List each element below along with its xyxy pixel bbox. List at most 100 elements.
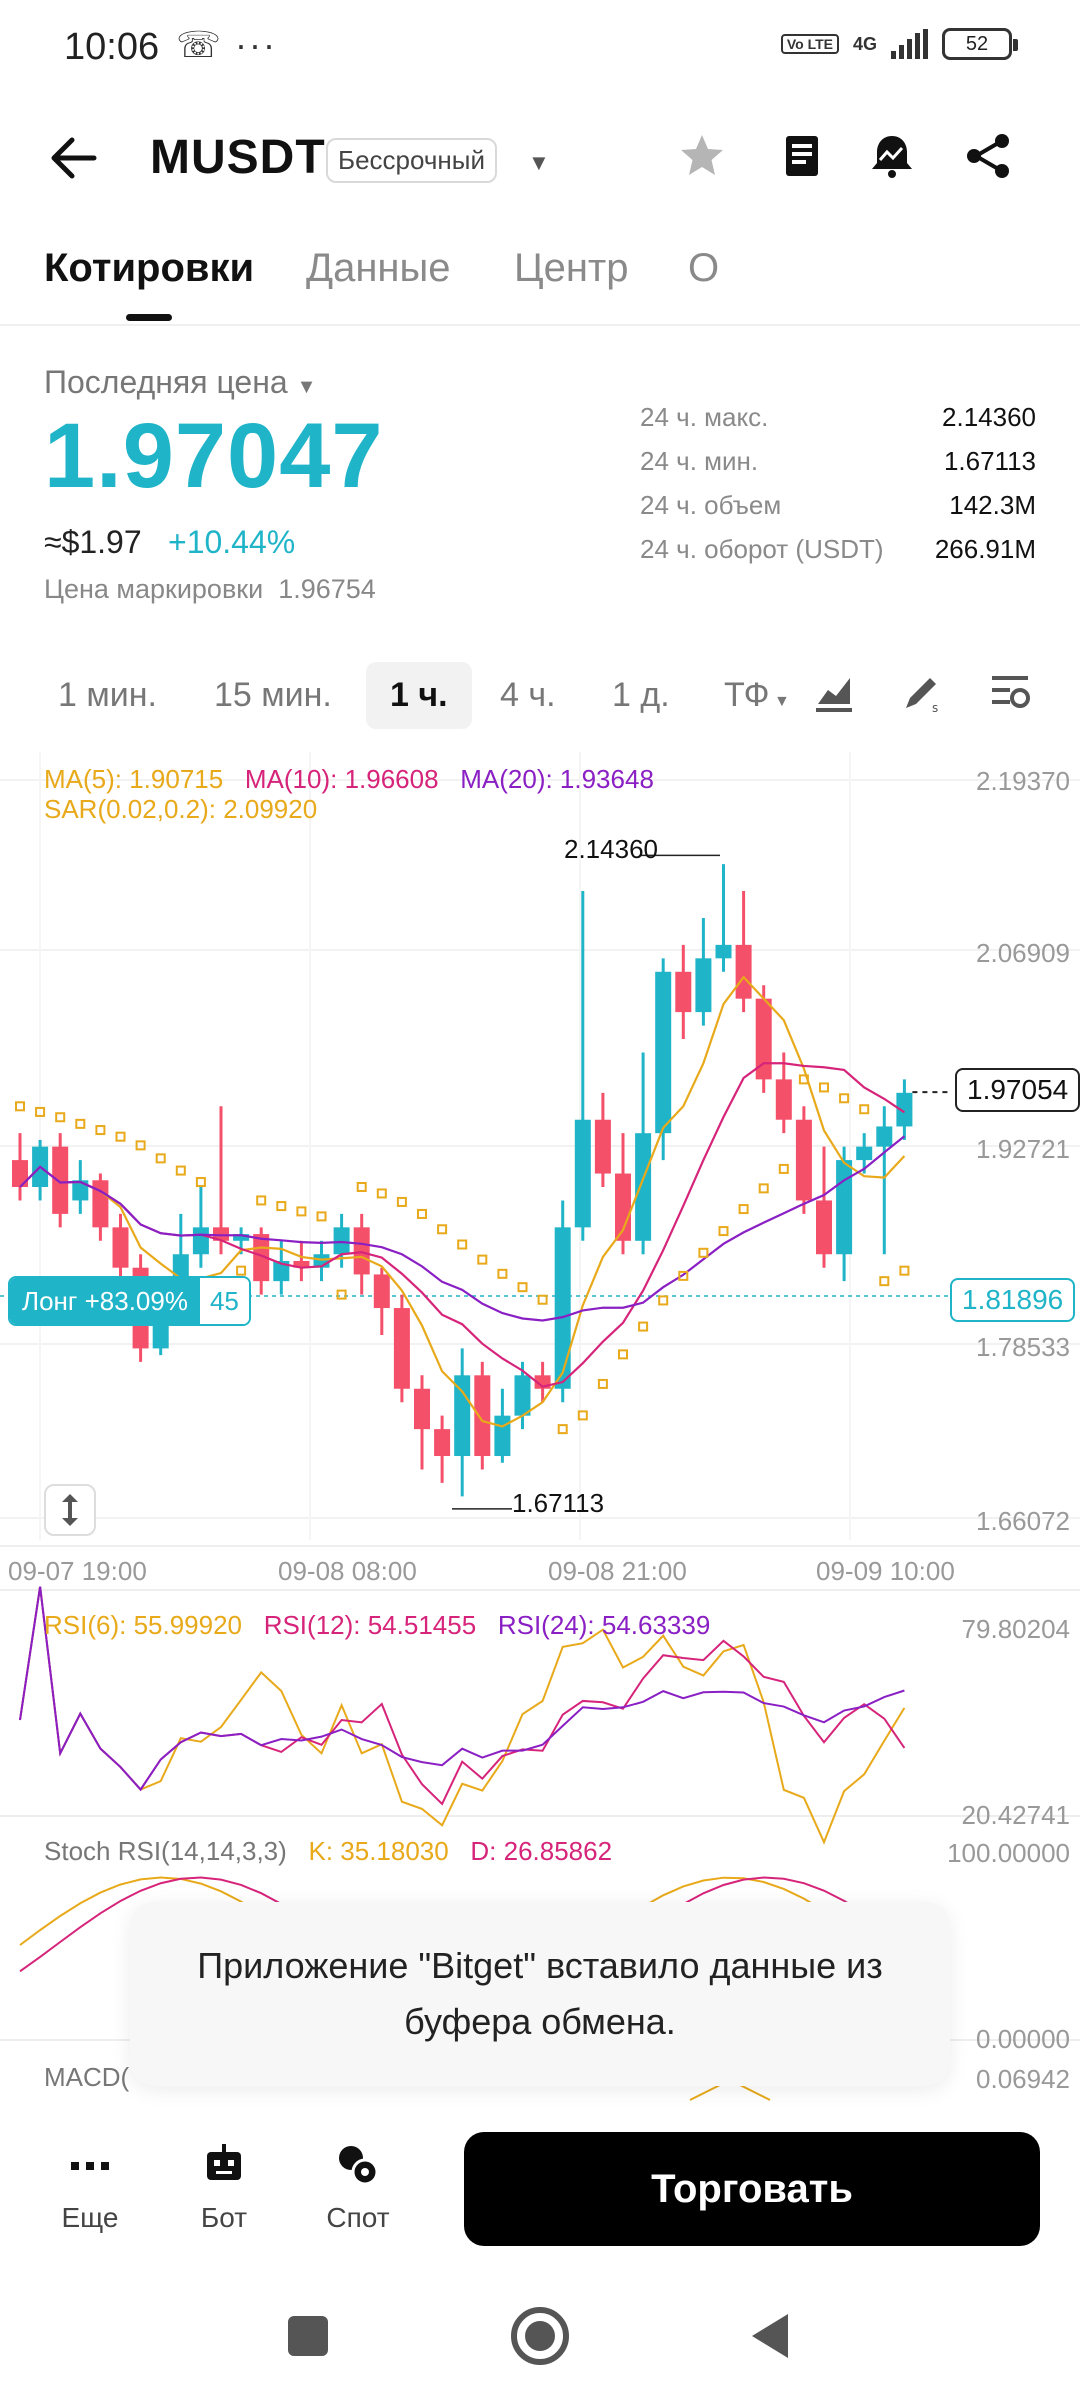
- svg-text:s: s: [932, 701, 938, 714]
- sar-dot: [35, 1106, 46, 1117]
- ma10-line: [19, 1062, 906, 1388]
- tab-data[interactable]: Данные: [306, 246, 451, 290]
- last-price-tag: 1.97054: [955, 1068, 1080, 1112]
- resize-chart-icon[interactable]: [44, 1484, 96, 1536]
- chevron-down-icon[interactable]: ▼: [528, 150, 550, 175]
- sar-dot: [15, 1101, 25, 1112]
- recent-apps-icon[interactable]: [276, 2304, 340, 2368]
- page-title: MUSDT: [150, 131, 326, 184]
- tab-about[interactable]: О: [688, 246, 720, 290]
- candle-body: [695, 958, 712, 1013]
- sar-dot: [537, 1294, 548, 1305]
- candle-body: [635, 1133, 652, 1241]
- tf-1m[interactable]: 1 мин.: [58, 676, 157, 714]
- sar-dot: [577, 1410, 588, 1421]
- sar-dot: [336, 1289, 347, 1300]
- chart-type-icon[interactable]: [812, 670, 856, 714]
- position-qty: 45: [199, 1278, 249, 1324]
- stoch-title: Stoch RSI(14,14,3,3): [44, 1836, 287, 1866]
- candle-body: [876, 1126, 893, 1147]
- sar-dot: [356, 1181, 367, 1192]
- tf-4h[interactable]: 4 ч.: [500, 676, 556, 714]
- battery-icon: 52: [942, 28, 1018, 60]
- sar-dot: [517, 1282, 528, 1293]
- candle-body: [434, 1429, 451, 1457]
- y-tick-label: 2.06909: [976, 938, 1070, 968]
- back-nav-icon[interactable]: [740, 2304, 804, 2368]
- candle-body: [675, 971, 692, 1013]
- tf-15m[interactable]: 15 мин.: [214, 676, 332, 714]
- share-icon[interactable]: [962, 130, 1014, 182]
- sar-dot: [497, 1268, 508, 1279]
- candle-body: [755, 998, 772, 1080]
- last-price-label[interactable]: Последняя цена ▼: [44, 364, 317, 400]
- rsi-tick-label: 20.42741: [961, 1800, 1070, 1830]
- sar-dot: [437, 1224, 448, 1235]
- signal-icon: [891, 29, 928, 59]
- sar-dot: [135, 1140, 146, 1151]
- candle-body: [655, 971, 672, 1134]
- divider: [0, 324, 1080, 326]
- last-price-value: 1.97047: [44, 405, 384, 507]
- candle-body: [735, 944, 752, 999]
- tf-1d[interactable]: 1 д.: [612, 676, 670, 714]
- rsi6-line: [19, 1586, 906, 1845]
- sar-dot: [115, 1131, 126, 1142]
- tf-more[interactable]: ТФ ▼: [724, 676, 790, 714]
- usd-price: ≈$1.97: [44, 524, 142, 560]
- back-arrow-icon[interactable]: [44, 128, 104, 188]
- bot-label: Бот: [200, 2202, 248, 2233]
- sar-dot: [819, 1082, 829, 1093]
- drawing-tool-icon[interactable]: s: [900, 670, 944, 714]
- candle-body: [474, 1375, 491, 1457]
- clipboard-toast: Приложение "Bitget" вставило данные из б…: [130, 1902, 950, 2086]
- sar-dot: [417, 1208, 427, 1219]
- rsi-legend: RSI(6): 55.99920 RSI(12): 54.51455 RSI(2…: [44, 1610, 710, 1641]
- candle-body: [333, 1227, 350, 1255]
- rsi24-line: [19, 1586, 905, 1792]
- sar-dot: [557, 1424, 568, 1435]
- rsi-tick-label: 79.80204: [961, 1614, 1070, 1644]
- candle-body: [52, 1146, 69, 1214]
- indicator-settings-icon[interactable]: [988, 670, 1032, 714]
- sar-dot: [95, 1125, 106, 1136]
- candle-body: [353, 1227, 370, 1275]
- candle-body: [253, 1234, 270, 1282]
- tab-center[interactable]: Центр: [514, 246, 629, 290]
- contract-type-badge[interactable]: Бессрочный: [326, 138, 497, 183]
- sar-dot: [477, 1254, 488, 1265]
- sar-dot: [798, 1074, 809, 1085]
- rsi12-legend: RSI(12): 54.51455: [263, 1610, 477, 1640]
- stat-low: 24 ч. мин. 1.67113: [640, 446, 1036, 476]
- candle-body: [775, 1079, 792, 1120]
- bot-button[interactable]: Бот: [174, 2140, 274, 2234]
- more-label: Еще: [61, 2202, 119, 2233]
- sar-dot: [879, 1276, 890, 1287]
- candle-body: [213, 1227, 229, 1241]
- more-button[interactable]: Еще: [40, 2140, 140, 2234]
- candle-body: [393, 1308, 410, 1389]
- candle-body: [12, 1160, 28, 1187]
- sar-dot: [256, 1195, 267, 1206]
- network-type: 4G: [852, 33, 877, 54]
- position-badge[interactable]: Лонг +83.09% 45: [8, 1276, 251, 1326]
- position-price-tag: 1.81896: [950, 1278, 1076, 1322]
- trade-button[interactable]: Торговать: [464, 2132, 1040, 2246]
- book-icon[interactable]: [776, 130, 828, 182]
- ma5-line: [19, 975, 906, 1428]
- price-alert-icon[interactable]: [866, 130, 918, 182]
- sar-dot: [276, 1201, 287, 1212]
- spot-button[interactable]: Спот: [308, 2140, 408, 2234]
- candle-body: [896, 1092, 913, 1127]
- status-bar: 10:06 ☏ ··· Vo LTE 4G 52: [0, 0, 1080, 96]
- tab-quotes[interactable]: Котировки: [44, 246, 255, 290]
- sar-dot: [155, 1153, 166, 1164]
- candlestick-chart[interactable]: [0, 752, 1080, 2132]
- star-icon[interactable]: [676, 130, 728, 182]
- sar-dot: [376, 1188, 387, 1199]
- sar-dot: [75, 1118, 86, 1129]
- stoch-tick-label: 0.00000: [976, 2024, 1070, 2054]
- tf-1h[interactable]: 1 ч.: [366, 662, 472, 729]
- candle-body: [373, 1274, 390, 1309]
- home-icon[interactable]: [508, 2304, 572, 2368]
